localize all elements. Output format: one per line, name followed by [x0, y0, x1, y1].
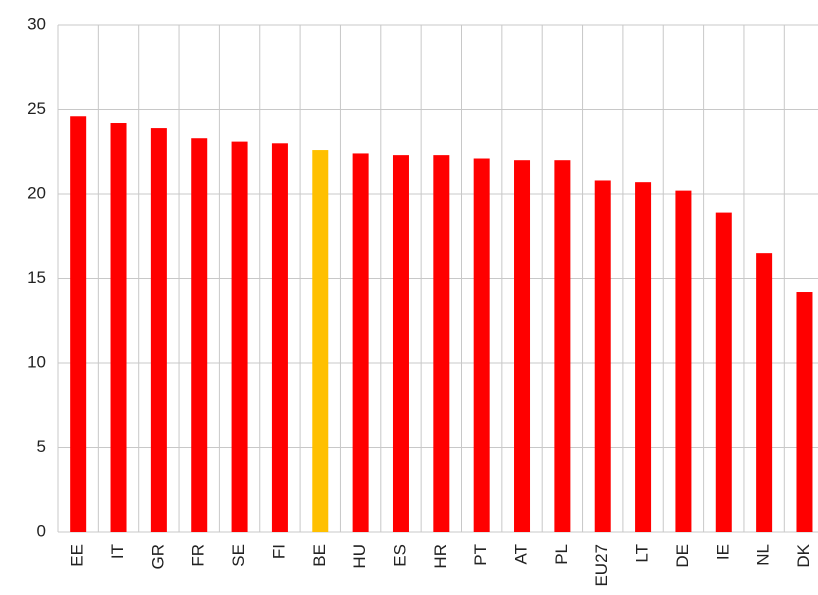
x-tick-label: PT [471, 544, 490, 566]
x-tick-label: HU [350, 544, 369, 569]
bar [231, 141, 248, 533]
bar [675, 190, 692, 532]
x-tick-label: IE [713, 544, 732, 560]
x-tick-label: DK [794, 543, 813, 567]
x-tick-label: PL [552, 544, 571, 565]
bar [635, 182, 652, 533]
x-tick-label: BE [310, 544, 329, 567]
x-tick-label: ES [390, 544, 409, 567]
bar [756, 253, 773, 532]
x-tick-label: DE [673, 544, 692, 568]
bar [554, 160, 571, 532]
bar [352, 153, 369, 532]
bar [150, 128, 167, 532]
y-tick-label: 15 [27, 268, 46, 287]
bar [191, 138, 208, 533]
y-tick-label: 5 [37, 437, 46, 456]
x-tick-label: NL [754, 544, 773, 566]
bar [514, 160, 531, 532]
bar [433, 155, 450, 532]
x-tick-label: EU27 [592, 544, 611, 587]
y-tick-label: 10 [27, 352, 46, 371]
bar [594, 180, 611, 533]
x-tick-label: HR [431, 544, 450, 569]
bar [312, 150, 329, 532]
x-tick-label: FI [269, 544, 288, 559]
bar [392, 155, 409, 532]
x-tick-label: EE [68, 544, 87, 567]
y-tick-label: 20 [27, 183, 46, 202]
x-tick-label: GR [148, 544, 167, 570]
x-tick-label: LT [633, 544, 652, 563]
bar [110, 123, 127, 533]
bar [271, 143, 288, 533]
bar [473, 158, 490, 532]
bar [796, 292, 813, 532]
bar [70, 116, 87, 532]
y-tick-label: 25 [27, 99, 46, 118]
x-tick-label: AT [512, 544, 531, 564]
x-tick-label: FR [189, 544, 208, 567]
y-tick-label: 0 [37, 521, 46, 540]
bar [715, 212, 732, 532]
y-tick-label: 30 [27, 14, 46, 33]
x-tick-label: IT [108, 544, 127, 559]
x-tick-label: SE [229, 544, 248, 567]
